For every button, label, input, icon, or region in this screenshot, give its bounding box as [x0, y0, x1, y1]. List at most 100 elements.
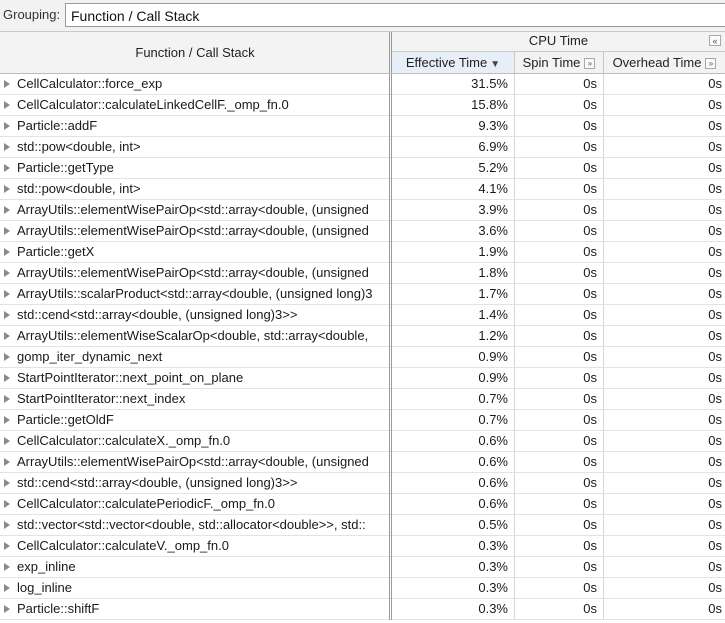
table-row[interactable]: Particle::getOldF 0.7% 0s 0s	[0, 410, 725, 431]
column-header-overhead-time[interactable]: Overhead Time»	[604, 52, 725, 73]
expand-column-icon[interactable]: »	[705, 58, 717, 70]
spin-time-cell: 0s	[515, 347, 604, 367]
column-header-effective-time[interactable]: Effective Time ▼	[392, 52, 515, 73]
expand-column-icon[interactable]: »	[584, 58, 596, 70]
grouping-select[interactable]: Function / Call Stack	[65, 3, 725, 27]
effective-time-cell: 5.2%	[392, 158, 515, 178]
function-name: std::vector<std::vector<double, std::all…	[17, 517, 366, 532]
effective-time-cell: 0.6%	[392, 431, 515, 451]
overhead-time-cell: 0s	[708, 118, 722, 133]
table-row[interactable]: std::pow<double, int> 6.9% 0s 0s	[0, 137, 725, 158]
expand-triangle-icon[interactable]	[4, 311, 10, 319]
spin-time-cell: 0s	[515, 515, 604, 535]
table-row[interactable]: std::cend<std::array<double, (unsigned l…	[0, 305, 725, 326]
overhead-time-cell: 0s	[708, 349, 722, 364]
table-row[interactable]: CellCalculator::calculatePeriodicF._omp_…	[0, 494, 725, 515]
expand-triangle-icon[interactable]	[4, 584, 10, 592]
table-row[interactable]: ArrayUtils::elementWiseScalarOp<double, …	[0, 326, 725, 347]
spin-time-cell: 0s	[515, 200, 604, 220]
overhead-time-cell: 0s	[708, 181, 722, 196]
table-row[interactable]: exp_inline 0.3% 0s 0s	[0, 557, 725, 578]
effective-time-cell: 1.7%	[392, 284, 515, 304]
expand-triangle-icon[interactable]	[4, 374, 10, 382]
table-row[interactable]: std::vector<std::vector<double, std::all…	[0, 515, 725, 536]
expand-triangle-icon[interactable]	[4, 206, 10, 214]
column-header-label: Spin Time	[522, 55, 581, 70]
expand-triangle-icon[interactable]	[4, 143, 10, 151]
expand-triangle-icon[interactable]	[4, 521, 10, 529]
function-name: Particle::shiftF	[17, 601, 100, 616]
function-cell: CellCalculator::calculatePeriodicF._omp_…	[0, 494, 390, 514]
expand-triangle-icon[interactable]	[4, 353, 10, 361]
table-row[interactable]: ArrayUtils::elementWisePairOp<std::array…	[0, 221, 725, 242]
expand-triangle-icon[interactable]	[4, 248, 10, 256]
expand-triangle-icon[interactable]	[4, 605, 10, 613]
expand-triangle-icon[interactable]	[4, 290, 10, 298]
table-row[interactable]: log_inline 0.3% 0s 0s	[0, 578, 725, 599]
effective-time-cell: 0.6%	[392, 494, 515, 514]
effective-time-cell: 0.9%	[392, 368, 515, 388]
collapse-columns-icon[interactable]: «	[709, 35, 721, 46]
column-header-spin-time[interactable]: Spin Time»	[515, 52, 604, 73]
table-row[interactable]: gomp_iter_dynamic_next 0.9% 0s 0s	[0, 347, 725, 368]
expand-triangle-icon[interactable]	[4, 269, 10, 277]
expand-triangle-icon[interactable]	[4, 479, 10, 487]
column-splitter	[389, 578, 392, 599]
expand-triangle-icon[interactable]	[4, 542, 10, 550]
table-row[interactable]: ArrayUtils::elementWisePairOp<std::array…	[0, 263, 725, 284]
column-splitter	[389, 158, 392, 179]
column-splitter	[389, 389, 392, 410]
table-row[interactable]: Particle::getType 5.2% 0s 0s	[0, 158, 725, 179]
overhead-time-cell: 0s	[708, 139, 722, 154]
expand-triangle-icon[interactable]	[4, 122, 10, 130]
expand-triangle-icon[interactable]	[4, 500, 10, 508]
table-row[interactable]: CellCalculator::calculateX._omp_fn.0 0.6%…	[0, 431, 725, 452]
table-row[interactable]: ArrayUtils::elementWisePairOp<std::array…	[0, 200, 725, 221]
column-splitter	[389, 200, 392, 221]
expand-triangle-icon[interactable]	[4, 185, 10, 193]
function-name: Particle::getType	[17, 160, 114, 175]
overhead-time-cell: 0s	[708, 97, 722, 112]
table-row[interactable]: Particle::shiftF 0.3% 0s 0s	[0, 599, 725, 620]
expand-triangle-icon[interactable]	[4, 101, 10, 109]
function-name: std::pow<double, int>	[17, 181, 141, 196]
column-header-function[interactable]: Function / Call Stack	[135, 45, 255, 60]
expand-triangle-icon[interactable]	[4, 395, 10, 403]
function-cell: Particle::shiftF	[0, 599, 390, 619]
expand-triangle-icon[interactable]	[4, 458, 10, 466]
expand-triangle-icon[interactable]	[4, 437, 10, 445]
table-row[interactable]: StartPointIterator::next_index 0.7% 0s 0s	[0, 389, 725, 410]
table-row[interactable]: CellCalculator::force_exp 31.5% 0s 0s	[0, 74, 725, 95]
table-row[interactable]: StartPointIterator::next_point_on_plane 0…	[0, 368, 725, 389]
expand-triangle-icon[interactable]	[4, 332, 10, 340]
spin-time-cell: 0s	[515, 431, 604, 451]
spin-time-cell: 0s	[515, 263, 604, 283]
overhead-time-cell: 0s	[708, 433, 722, 448]
column-splitter[interactable]	[389, 32, 392, 73]
table-row[interactable]: std::pow<double, int> 4.1% 0s 0s	[0, 179, 725, 200]
table-row[interactable]: std::cend<std::array<double, (unsigned l…	[0, 473, 725, 494]
overhead-time-cell: 0s	[708, 223, 722, 238]
table-row[interactable]: CellCalculator::calculateV._omp_fn.0 0.3%…	[0, 536, 725, 557]
column-splitter	[389, 431, 392, 452]
function-cell: ArrayUtils::scalarProduct<std::array<dou…	[0, 284, 390, 304]
expand-triangle-icon[interactable]	[4, 164, 10, 172]
spin-time-cell: 0s	[515, 305, 604, 325]
column-splitter	[389, 263, 392, 284]
effective-time-cell: 0.3%	[392, 557, 515, 577]
table-row[interactable]: CellCalculator::calculateLinkedCellF._om…	[0, 95, 725, 116]
effective-time-cell: 0.9%	[392, 347, 515, 367]
function-name: CellCalculator::calculateV._omp_fn.0	[17, 538, 229, 553]
expand-triangle-icon[interactable]	[4, 227, 10, 235]
table-row[interactable]: ArrayUtils::scalarProduct<std::array<dou…	[0, 284, 725, 305]
table-row[interactable]: ArrayUtils::elementWisePairOp<std::array…	[0, 452, 725, 473]
column-splitter	[389, 284, 392, 305]
column-header-label: Effective Time	[405, 55, 488, 70]
expand-triangle-icon[interactable]	[4, 563, 10, 571]
table-row[interactable]: Particle::addF 9.3% 0s 0s	[0, 116, 725, 137]
overhead-time-cell: 0s	[708, 475, 722, 490]
expand-triangle-icon[interactable]	[4, 80, 10, 88]
table-row[interactable]: Particle::getX 1.9% 0s 0s	[0, 242, 725, 263]
expand-triangle-icon[interactable]	[4, 416, 10, 424]
overhead-time-cell: 0s	[708, 244, 722, 259]
